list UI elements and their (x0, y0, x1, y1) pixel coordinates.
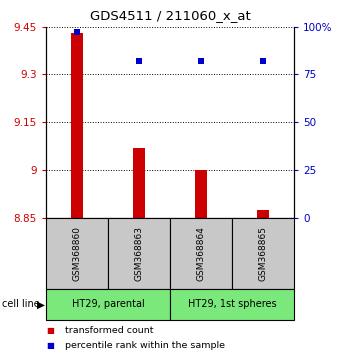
Text: cell line: cell line (2, 299, 39, 309)
Text: ■: ■ (46, 326, 54, 336)
Text: transformed count: transformed count (65, 326, 153, 336)
Text: GDS4511 / 211060_x_at: GDS4511 / 211060_x_at (90, 9, 250, 22)
Bar (195, 170, 207, 218)
Bar (71, 33, 83, 218)
Text: ▶: ▶ (37, 299, 45, 309)
Bar (170, 289, 294, 320)
Bar (257, 210, 269, 218)
Text: HT29, parental: HT29, parental (72, 299, 144, 309)
Bar (133, 148, 144, 218)
Bar (108, 218, 170, 289)
Text: GSM368865: GSM368865 (259, 225, 268, 281)
Text: GSM368863: GSM368863 (135, 225, 143, 281)
Text: percentile rank within the sample: percentile rank within the sample (65, 341, 225, 350)
Bar (232, 218, 294, 289)
Bar (170, 218, 232, 289)
Bar (46, 289, 170, 320)
Text: HT29, 1st spheres: HT29, 1st spheres (188, 299, 276, 309)
Text: GSM368864: GSM368864 (197, 225, 205, 281)
Bar (46, 218, 108, 289)
Text: ■: ■ (46, 341, 54, 350)
Text: GSM368860: GSM368860 (72, 225, 81, 281)
